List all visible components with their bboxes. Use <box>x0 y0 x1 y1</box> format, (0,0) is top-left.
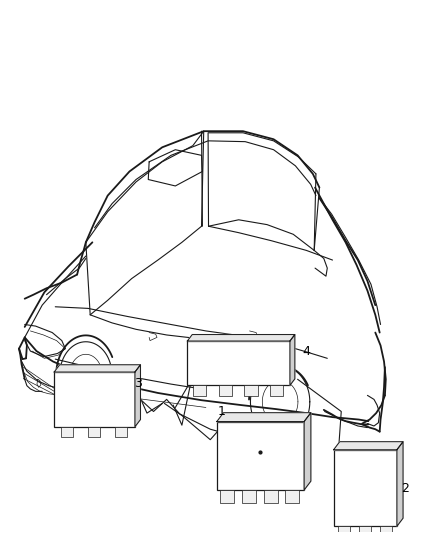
Bar <box>380 526 392 533</box>
Bar <box>264 490 278 503</box>
Bar <box>244 385 258 396</box>
FancyBboxPatch shape <box>217 422 304 490</box>
Bar <box>193 385 206 396</box>
Bar <box>270 385 283 396</box>
Bar <box>286 490 299 503</box>
Text: 1: 1 <box>217 405 225 418</box>
Bar <box>220 490 234 503</box>
Polygon shape <box>304 413 311 490</box>
Bar <box>61 427 73 437</box>
Bar <box>359 526 371 533</box>
Polygon shape <box>334 442 403 450</box>
Text: 3: 3 <box>134 377 142 390</box>
Text: 4: 4 <box>303 344 311 358</box>
FancyBboxPatch shape <box>54 372 135 427</box>
Bar <box>338 526 350 533</box>
Polygon shape <box>217 413 311 422</box>
Polygon shape <box>135 365 141 427</box>
Polygon shape <box>54 365 141 372</box>
Bar <box>219 385 232 396</box>
Polygon shape <box>187 335 295 341</box>
Bar <box>88 427 100 437</box>
Bar <box>242 490 256 503</box>
Bar <box>115 427 127 437</box>
FancyBboxPatch shape <box>334 450 397 526</box>
Text: 2: 2 <box>402 481 410 495</box>
FancyBboxPatch shape <box>187 341 290 385</box>
Polygon shape <box>290 335 295 385</box>
Polygon shape <box>397 442 403 526</box>
